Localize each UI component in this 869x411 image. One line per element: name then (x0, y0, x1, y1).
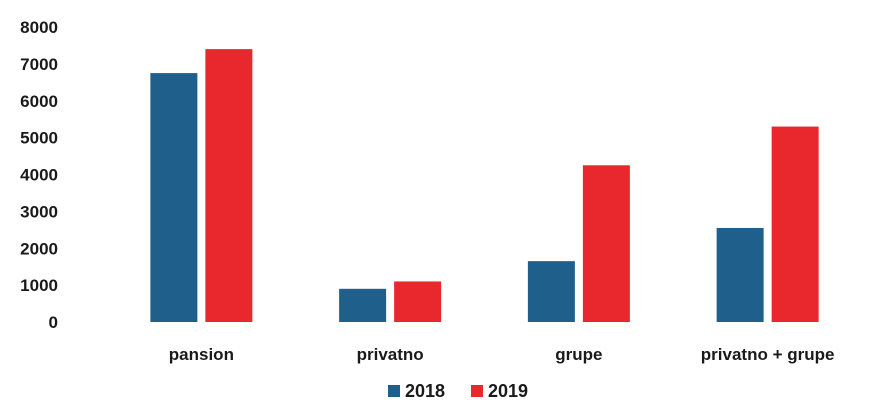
bar-2018-grupe (527, 261, 575, 322)
y-tick-label: 8000 (20, 18, 58, 37)
bar-2019-grupe (582, 165, 630, 322)
y-tick-label: 2000 (20, 239, 58, 258)
bar-2019-pansion (205, 49, 253, 322)
y-tick-label: 3000 (20, 202, 58, 221)
y-tick-label: 7000 (20, 55, 58, 74)
x-axis-category-labels: pansion privatno grupe privatno + grupe (169, 345, 835, 364)
bar-2018-privatno-grupe (716, 227, 764, 322)
bar-series (150, 49, 819, 322)
x-category-label: privatno (357, 345, 424, 364)
bar-2019-privatno (394, 281, 442, 322)
y-tick-label: 1000 (20, 276, 58, 295)
y-tick-label: 0 (49, 313, 58, 332)
legend-swatch-2019 (471, 385, 483, 397)
x-category-label: grupe (555, 345, 602, 364)
legend-swatch-2018 (388, 385, 400, 397)
bar-2018-pansion (150, 73, 198, 322)
x-category-label: pansion (169, 345, 234, 364)
x-category-label: privatno + grupe (701, 345, 835, 364)
y-axis-tick-labels: 0 1000 2000 3000 4000 5000 6000 7000 8000 (20, 18, 58, 332)
y-tick-label: 4000 (20, 166, 58, 185)
y-tick-label: 5000 (20, 129, 58, 148)
legend-label-2019: 2019 (488, 381, 528, 401)
bar-2019-privatno-grupe (771, 126, 819, 322)
bar-2018-privatno (339, 288, 387, 322)
legend: 2018 2019 (388, 381, 528, 401)
y-tick-label: 6000 (20, 92, 58, 111)
legend-label-2018: 2018 (405, 381, 445, 401)
